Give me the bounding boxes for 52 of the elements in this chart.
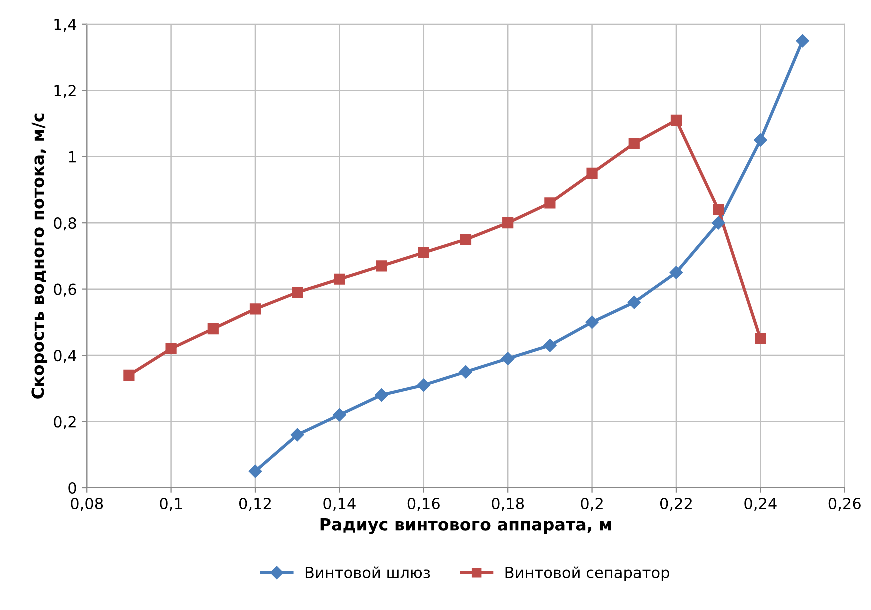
point: [796, 34, 810, 48]
y-tick-label: 1,2: [54, 85, 76, 98]
point: [333, 408, 346, 422]
x-axis-title: Радиус винтового аппарата, м: [320, 518, 612, 534]
x-tick-label: 0,08: [71, 498, 104, 512]
point: [628, 296, 641, 310]
point: [166, 343, 177, 354]
point: [292, 287, 304, 298]
point: [248, 464, 262, 478]
legend-label: Винтовой шлюз: [306, 566, 430, 578]
point: [501, 352, 515, 366]
x-tick-label: 0,24: [744, 498, 777, 512]
x-tick-label: 0,22: [660, 498, 692, 512]
point: [418, 247, 430, 258]
point: [586, 316, 599, 330]
point: [376, 260, 388, 272]
point: [208, 323, 219, 335]
point: [460, 234, 472, 246]
point: [670, 114, 682, 126]
point: [375, 388, 388, 402]
point: [544, 198, 556, 209]
point: [670, 266, 684, 280]
point: [754, 134, 768, 147]
y-tick-label: 0: [68, 482, 76, 494]
point: [586, 168, 598, 179]
x-tick-label: 0,18: [492, 498, 524, 512]
point: [544, 339, 557, 352]
x-tick-label: 0,12: [239, 498, 271, 512]
y-tick-label: 0,6: [54, 284, 76, 297]
point: [417, 378, 430, 392]
y-tick-label: 1,4: [54, 19, 77, 32]
y-axis-title: Скорость водного потока, м/с: [32, 114, 48, 399]
x-tick-label: 0,26: [828, 498, 861, 512]
x-tick-label: 0,14: [324, 498, 356, 512]
point: [334, 274, 346, 285]
point: [459, 366, 473, 379]
point: [712, 216, 726, 230]
point: [755, 333, 766, 345]
y-tick-label: 0,4: [54, 350, 77, 364]
point: [713, 204, 724, 216]
x-tick-label: 0,16: [408, 498, 440, 512]
y-tick-label: 0,8: [54, 218, 76, 231]
x-tick-label: 0,2: [581, 498, 603, 512]
legend-label: Винтовой сепаратор: [506, 566, 670, 582]
point: [124, 370, 135, 381]
point: [291, 428, 304, 442]
y-tick-label: 1: [69, 152, 76, 163]
point: [628, 138, 640, 150]
y-tick-label: 0,2: [54, 416, 76, 430]
point: [250, 304, 262, 315]
point: [502, 218, 514, 229]
x-tick-label: 0,1: [160, 498, 182, 512]
